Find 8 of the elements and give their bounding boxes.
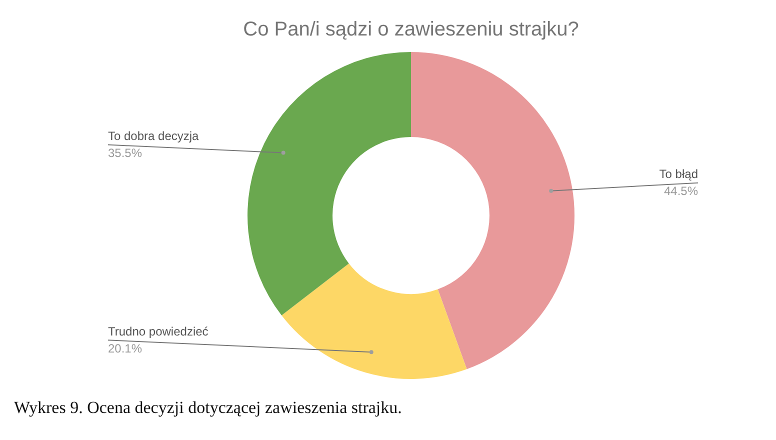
slice-label: To błąd <box>659 167 698 182</box>
data-label: 35.5% <box>108 146 142 160</box>
data-label: 44.5% <box>664 184 698 198</box>
text: Wykres 9. Ocena decyzji dotyczącej zawieszenia strajku. <box>14 398 402 418</box>
data-label: 20.1% <box>108 341 142 356</box>
slice-label: To dobra decyzja <box>108 129 200 144</box>
slice-label: Trudno powiedzieć <box>108 324 208 338</box>
chart-title: Co Pan/i sądzi o zawieszeniu strajku? <box>243 18 579 41</box>
